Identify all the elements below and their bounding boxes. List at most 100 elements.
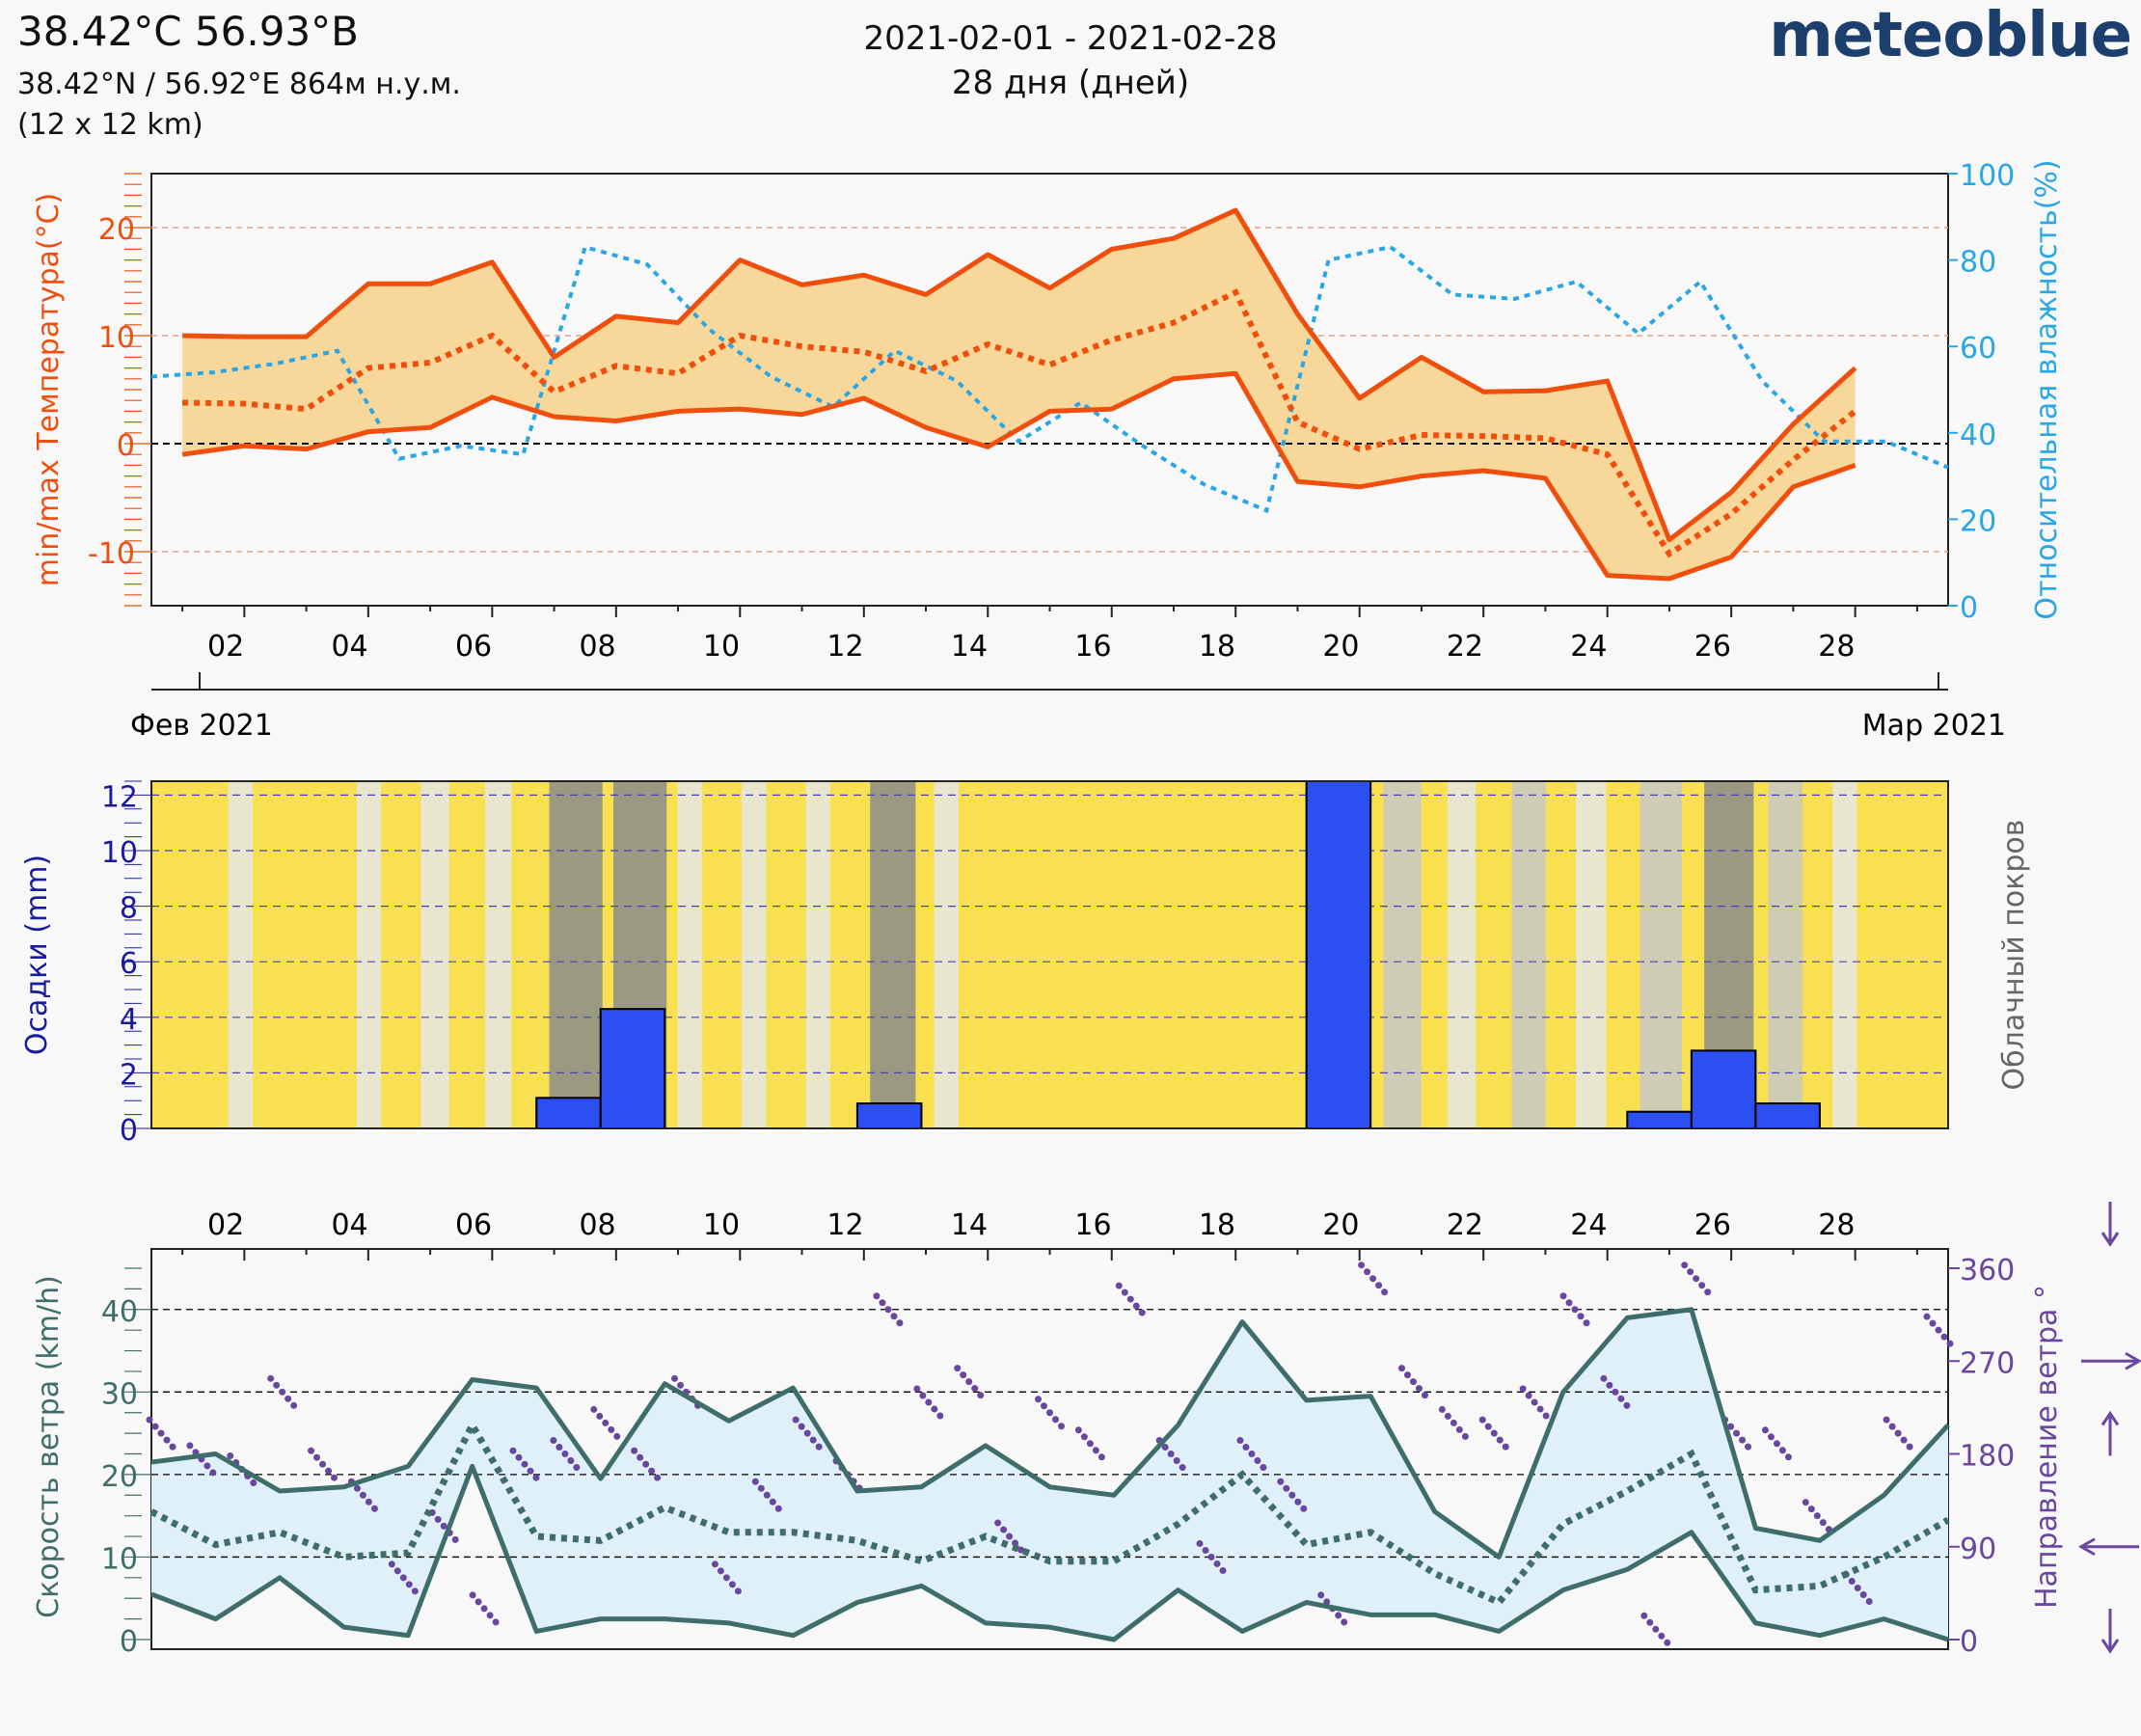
wind-direction-dot: [267, 1374, 275, 1382]
direction-axis-label: Направление ветра °: [2030, 1285, 2064, 1609]
wind-direction-dot: [1640, 1612, 1648, 1619]
wind-direction-dot: [405, 1581, 413, 1588]
wind-direction-dot: [353, 1484, 361, 1492]
wind-direction-dot: [631, 1447, 638, 1454]
wind-x-tick-label: 18: [1199, 1208, 1235, 1242]
wind-direction-dot: [1375, 1282, 1383, 1289]
wind-direction-dot: [1784, 1453, 1792, 1461]
wind-direction-dot: [1600, 1374, 1608, 1382]
temp-min-line: [181, 370, 1856, 582]
temp-axis-label: min/max Температура(°C): [32, 193, 66, 587]
wind-direction-dot: [896, 1319, 904, 1327]
temp-tick-label: -10: [88, 537, 135, 571]
wind-direction-dot: [1444, 1412, 1451, 1420]
wind-direction-dot: [1859, 1591, 1867, 1599]
wind-direction-dot: [1121, 1288, 1128, 1296]
wind-direction-dot: [146, 1416, 153, 1424]
wind-direction-dot: [1080, 1433, 1088, 1441]
wind-direction-dot: [1946, 1340, 1954, 1347]
wind-direction-dot: [792, 1416, 799, 1424]
wind-direction-dot: [1478, 1416, 1486, 1424]
wind-direction-dot: [931, 1405, 938, 1413]
x-tick-label: 16: [1074, 630, 1111, 664]
humidity-axis-label: Относительная влажность(%): [2030, 159, 2064, 619]
wind-direction-dot: [1865, 1598, 1873, 1606]
days-count: 28 дня (дней): [951, 64, 1190, 102]
wind-direction-dot: [1058, 1423, 1065, 1430]
precip-bar: [1305, 780, 1372, 1129]
wind-direction-dot: [1207, 1553, 1215, 1560]
wind-direction-dot: [1161, 1444, 1169, 1451]
wind-direction-dot: [1571, 1306, 1579, 1314]
wind-direction-dot: [1283, 1484, 1290, 1492]
wind-direction-dot: [1369, 1275, 1377, 1283]
wind-direction-dot: [884, 1306, 892, 1314]
wind-direction-dot: [1254, 1457, 1261, 1464]
wind-direction-dot: [273, 1381, 281, 1389]
meteoblue-logo[interactable]: meteoblue: [1769, 0, 2132, 71]
wind-direction-dot: [590, 1405, 598, 1413]
precip-tick-label: 0: [120, 1114, 138, 1148]
wind-direction-dot: [515, 1453, 523, 1461]
precip-plot-frame: [150, 780, 1949, 1129]
wind-direction-dot: [399, 1574, 407, 1582]
cloud-cover-strip: [549, 781, 603, 1128]
wind-direction-dot: [1248, 1451, 1256, 1457]
wind-direction-dot: [1888, 1423, 1896, 1430]
wind-direction-dot: [1132, 1302, 1140, 1310]
wind-direction-dot: [411, 1587, 419, 1595]
wind-direction-dot: [1017, 1546, 1025, 1554]
wind-direction-dot: [157, 1429, 165, 1437]
wind-direction-dot: [1935, 1326, 1942, 1334]
wind-direction-dot: [561, 1451, 569, 1457]
wind-direction-dot: [613, 1432, 621, 1440]
wind-direction-dot: [440, 1522, 447, 1530]
wind-x-tick-label: 22: [1447, 1208, 1483, 1242]
wind-direction-dot: [1623, 1401, 1631, 1409]
wind-direction-dot: [751, 1478, 759, 1485]
coordinates: 38.42°N / 56.92°E 864м н.у.м.: [17, 68, 461, 101]
wind-direction-dot: [313, 1453, 321, 1461]
temp-tick-label: 20: [98, 213, 135, 247]
wind-direction-dot: [1046, 1409, 1053, 1417]
precip-bar: [599, 1008, 666, 1130]
wind-direction-dot: [1778, 1447, 1786, 1454]
wind-direction-dot: [879, 1299, 886, 1307]
wind-direction-dot: [1098, 1453, 1105, 1461]
wind-direction-dot: [954, 1365, 962, 1372]
x-tick-label: 22: [1447, 630, 1483, 664]
wind-axis-label: Скорость ветра (km/h): [32, 1275, 66, 1618]
wind-direction-dot: [654, 1474, 662, 1481]
precip-bar: [855, 1102, 923, 1129]
wind-direction-dot: [769, 1498, 776, 1505]
temp-max-line: [182, 207, 1857, 543]
wind-direction-dot: [1173, 1457, 1180, 1464]
wind-direction-dot: [1260, 1464, 1267, 1471]
wind-direction-dot: [763, 1491, 771, 1499]
direction-tick-label: 180: [1960, 1440, 2015, 1474]
wind-direction-dot: [1525, 1392, 1532, 1399]
wind-direction-dot: [573, 1464, 581, 1471]
wind-direction-dot: [994, 1519, 1002, 1527]
wind-x-tick-label: 14: [951, 1208, 988, 1242]
wind-direction-dot: [803, 1429, 811, 1437]
wind-direction-dot: [279, 1388, 286, 1396]
wind-direction-dot: [1035, 1396, 1042, 1403]
wind-direction-dot: [1196, 1539, 1204, 1547]
wind-direction-dot: [1461, 1432, 1469, 1440]
temp-range-band: [182, 210, 1856, 579]
direction-tick-label: 0: [1960, 1625, 1978, 1659]
cloud-cover-strip: [1640, 781, 1682, 1128]
wind-direction-dot: [365, 1498, 372, 1505]
wind-direction-dot: [1739, 1436, 1747, 1444]
north-wind-arrow-icon: [2100, 1202, 2120, 1247]
x-tick-label: 20: [1322, 630, 1359, 664]
wind-x-tick-label: 12: [827, 1208, 863, 1242]
wind-x-tick-label: 20: [1322, 1208, 1359, 1242]
wind-direction-dot: [1704, 1288, 1712, 1296]
wind-direction-dot: [977, 1392, 985, 1399]
wind-direction-dot: [602, 1419, 610, 1426]
wind-direction-dot: [556, 1444, 563, 1451]
cloud-cover-strip: [1448, 781, 1477, 1128]
wind-direction-dot: [1900, 1436, 1908, 1444]
